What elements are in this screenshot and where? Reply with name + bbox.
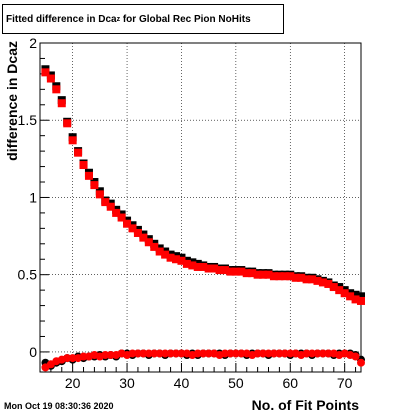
data-point-square [357, 292, 365, 301]
chart-title-rest: for Global Rec Pion NoHits [120, 13, 251, 25]
timestamp-footer: Mon Oct 19 08:30:36 2020 [4, 401, 114, 411]
data-point-square [297, 273, 306, 282]
chart-title-main: Fitted difference in Dca [6, 13, 117, 25]
data-point-square [340, 289, 349, 298]
data-point-square [155, 247, 164, 256]
data-point-square [275, 272, 284, 281]
data-point-circle [357, 358, 365, 367]
y-tick-label: 2 [29, 35, 37, 51]
data-point-square [123, 219, 132, 228]
data-point-square [253, 270, 262, 279]
data-point-square [351, 290, 360, 299]
x-tick-label: 50 [228, 375, 244, 391]
data-point-square [57, 99, 66, 108]
data-point-circle [351, 352, 360, 361]
data-point-square [133, 228, 142, 237]
y-tick-label: 0.5 [18, 267, 38, 283]
y-axis-label: difference in Dcaz [4, 41, 20, 161]
data-point-square [95, 190, 104, 199]
data-point-square [139, 233, 148, 242]
data-point-square [220, 266, 229, 275]
data-point-square [242, 269, 251, 278]
data-point-square [46, 74, 55, 83]
data-point-square [41, 68, 50, 77]
data-point-square [193, 262, 202, 271]
data-point-square [177, 256, 186, 265]
chart-title-subscript: z [116, 15, 121, 23]
chart-title: Fitted difference in Dca z for Global Rec… [2, 4, 284, 34]
data-point-square [188, 261, 197, 270]
data-point-square [106, 202, 115, 211]
data-point-square [237, 267, 246, 276]
data-point-square [128, 224, 137, 233]
data-point-square [286, 272, 295, 281]
data-point-square [90, 181, 99, 190]
data-point-square [302, 275, 311, 284]
data-point-square [63, 119, 72, 128]
data-point-square [204, 264, 213, 273]
data-point-square [182, 259, 191, 268]
data-point-square [324, 279, 333, 288]
x-tick-label: 70 [337, 375, 353, 391]
x-axis-label: No. of Fit Points [252, 397, 360, 413]
data-point-square [112, 208, 121, 217]
y-tick-label: 0 [29, 344, 37, 360]
data-point-square [199, 262, 208, 271]
x-tick-label: 20 [65, 375, 81, 391]
data-point-square [161, 250, 170, 259]
data-point-square [117, 213, 126, 222]
data-point-square [264, 270, 273, 279]
x-tick-label: 30 [119, 375, 135, 391]
data-point-square [291, 273, 300, 282]
data-point-square [351, 295, 360, 304]
data-point-square [280, 272, 289, 281]
data-point-square [52, 85, 61, 94]
data-point-square [210, 264, 219, 273]
data-point-square [166, 253, 175, 262]
data-point-square [215, 266, 224, 275]
x-tick-label: 60 [282, 375, 298, 391]
y-tick-label: 1.5 [18, 112, 38, 128]
data-point-square [74, 148, 83, 157]
data-point-square [329, 283, 338, 292]
data-point-square [226, 267, 235, 276]
plot-frame [39, 42, 362, 373]
y-tick-label: 1 [29, 189, 37, 205]
data-point-square [313, 276, 322, 285]
data-point-square [79, 161, 88, 170]
data-point-square [231, 267, 240, 276]
data-point-square [269, 272, 278, 281]
data-point-square [248, 269, 257, 278]
data-point-square [150, 242, 159, 251]
data-point-square [84, 171, 93, 180]
data-point-square [172, 255, 181, 264]
x-tick-label: 40 [174, 375, 190, 391]
data-point-square [68, 136, 77, 145]
data-point-square [335, 286, 344, 295]
data-point-square [357, 296, 365, 305]
data-point-square [346, 292, 355, 301]
data-point-square [318, 278, 327, 287]
data-point-square [308, 275, 317, 284]
data-point-square [101, 198, 110, 207]
data-point-square [144, 238, 153, 247]
data-point-square [259, 270, 268, 279]
